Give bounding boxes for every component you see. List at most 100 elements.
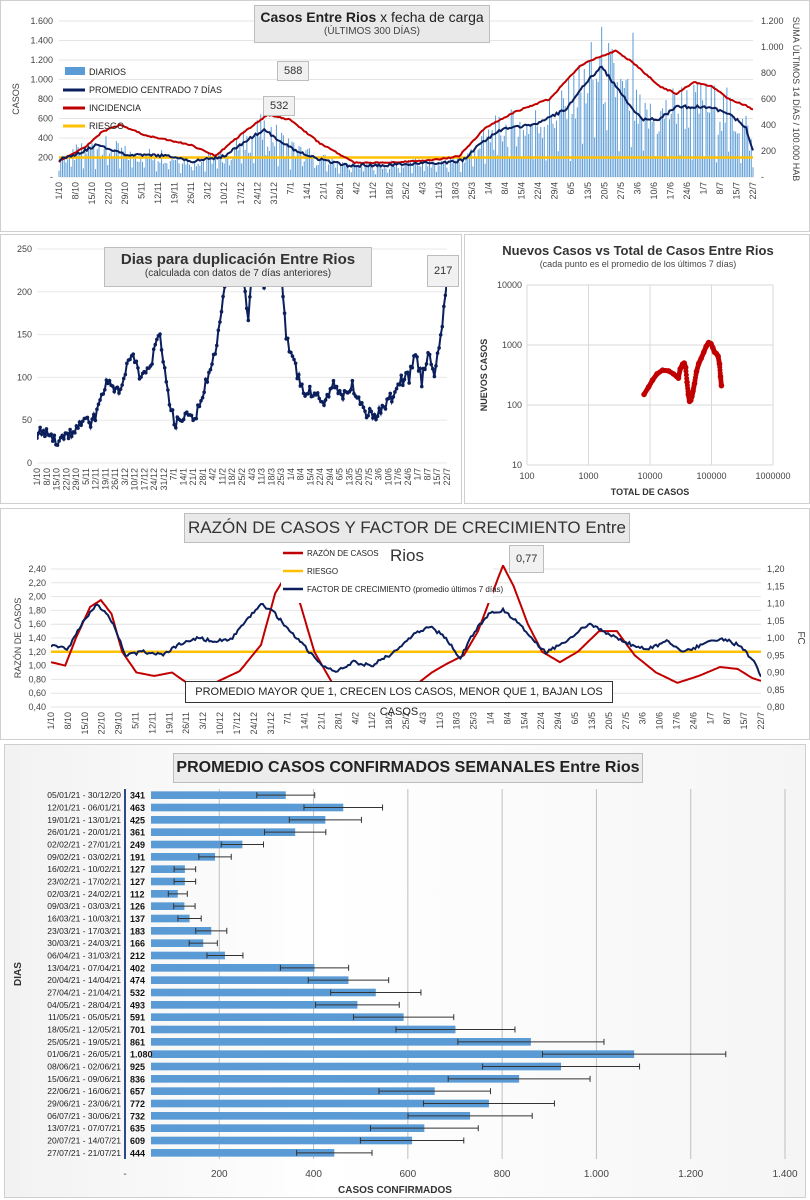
category-label: 22/06/21 - 16/06/21 bbox=[47, 1086, 121, 1096]
weekly-bar bbox=[151, 865, 185, 873]
x-tick-label: 27/5 bbox=[364, 468, 374, 486]
daily-bar bbox=[597, 81, 599, 177]
daily-bar bbox=[545, 160, 547, 177]
daily-bar bbox=[435, 171, 437, 177]
doubling-point bbox=[155, 337, 159, 342]
doubling-point bbox=[437, 346, 441, 350]
weekly-bar bbox=[151, 1087, 435, 1095]
daily-bar bbox=[411, 173, 413, 177]
x-tick-label: 20/5 bbox=[604, 712, 614, 730]
doubling-point bbox=[139, 375, 143, 379]
x-tick-label: 15/7 bbox=[432, 468, 442, 486]
daily-bar bbox=[728, 151, 730, 177]
y-tick-label: 2,40 bbox=[28, 564, 46, 574]
daily-bar bbox=[425, 162, 427, 177]
doubling-point bbox=[295, 376, 299, 381]
y2-tick-label: 0,95 bbox=[767, 650, 785, 660]
x-tick-label: 31/12 bbox=[266, 712, 276, 735]
legend-swatch bbox=[65, 67, 85, 75]
daily-bar bbox=[194, 162, 196, 177]
doubling-point bbox=[308, 384, 312, 389]
daily-bar bbox=[281, 132, 283, 177]
doubling-point bbox=[374, 417, 378, 422]
category-label: 11/05/21 - 05/05/21 bbox=[48, 1012, 121, 1022]
y-tick-label: 1.600 bbox=[30, 16, 53, 26]
doubling-point bbox=[339, 392, 344, 397]
daily-bar bbox=[453, 157, 455, 177]
x-tick-label: 15/7 bbox=[739, 712, 749, 730]
daily-bar bbox=[263, 120, 265, 177]
daily-bar bbox=[498, 116, 500, 177]
doubling-point bbox=[167, 402, 172, 407]
daily-bar bbox=[446, 167, 448, 177]
weekly-bar bbox=[151, 1112, 471, 1120]
daily-bar bbox=[143, 167, 145, 177]
doubling-point bbox=[49, 432, 53, 437]
daily-bar bbox=[234, 148, 236, 177]
daily-bar bbox=[508, 158, 510, 177]
scatter-point bbox=[683, 368, 689, 374]
doubling-point bbox=[120, 383, 124, 387]
daily-bar bbox=[260, 114, 262, 177]
x-tick-label: 24/6 bbox=[688, 712, 698, 730]
doubling-point bbox=[151, 347, 156, 352]
daily-bar bbox=[714, 85, 716, 177]
doubling-point bbox=[55, 443, 60, 447]
x-tick-label: 22/4 bbox=[536, 712, 546, 730]
daily-bar bbox=[169, 161, 171, 177]
daily-bar bbox=[380, 166, 382, 177]
doubling-point bbox=[415, 355, 419, 359]
x-tick-label: 17/12 bbox=[139, 468, 149, 491]
daily-bar bbox=[468, 155, 470, 177]
x-tick-label: 100 bbox=[519, 471, 534, 481]
daily-bar bbox=[256, 119, 258, 177]
bar-value-label: 361 bbox=[130, 828, 145, 838]
doubling-point bbox=[77, 420, 82, 424]
bar-value-label: 249 bbox=[130, 840, 145, 850]
daily-bar bbox=[298, 146, 300, 177]
bar-value-label: 341 bbox=[130, 791, 145, 801]
daily-bar bbox=[590, 42, 592, 177]
doubling-point bbox=[423, 367, 427, 372]
daily-bar bbox=[204, 171, 206, 177]
category-label: 23/02/21 - 17/02/21 bbox=[47, 877, 121, 887]
bar-value-label: 591 bbox=[130, 1013, 145, 1023]
daily-bar bbox=[634, 120, 636, 177]
doubling-point bbox=[37, 431, 41, 435]
y2-tick-label: 400 bbox=[761, 120, 776, 130]
doubling-point bbox=[350, 378, 355, 383]
daily-bar bbox=[58, 170, 60, 177]
daily-bar bbox=[202, 160, 204, 177]
x-tick-label: 29/10 bbox=[114, 712, 124, 735]
doubling-point bbox=[218, 320, 222, 324]
daily-bar bbox=[399, 172, 401, 177]
daily-bar bbox=[277, 166, 279, 177]
doubling-point bbox=[60, 433, 65, 438]
x-tick-label: 12/11 bbox=[91, 468, 101, 490]
doubling-point bbox=[388, 391, 393, 396]
x-tick-label: 6/5 bbox=[566, 182, 576, 195]
weekly-bar bbox=[151, 1124, 425, 1132]
bar-value-label: 166 bbox=[130, 939, 145, 949]
daily-bar bbox=[719, 121, 721, 177]
doubling-point bbox=[322, 403, 326, 408]
y2-tick-label: 1,00 bbox=[767, 633, 785, 643]
weekly-bar bbox=[151, 803, 344, 812]
x-tick-label: 8/4 bbox=[500, 182, 510, 195]
doubling-point bbox=[101, 392, 106, 396]
daily-bar bbox=[213, 157, 215, 177]
x-tick-label: 8/10 bbox=[71, 182, 81, 200]
daily-bar bbox=[197, 163, 199, 177]
daily-bar bbox=[684, 128, 686, 177]
doubling-point bbox=[194, 416, 199, 421]
scatter-point bbox=[685, 388, 691, 394]
weekly-bar bbox=[151, 976, 349, 984]
weekly-bar bbox=[151, 853, 216, 861]
x-tick-label: 4/2 bbox=[350, 712, 360, 725]
daily-bar bbox=[691, 159, 693, 177]
x-tick-label: 21/1 bbox=[316, 712, 326, 730]
daily-bar bbox=[578, 64, 580, 177]
doubling-point bbox=[323, 398, 328, 402]
daily-bar bbox=[215, 153, 217, 177]
